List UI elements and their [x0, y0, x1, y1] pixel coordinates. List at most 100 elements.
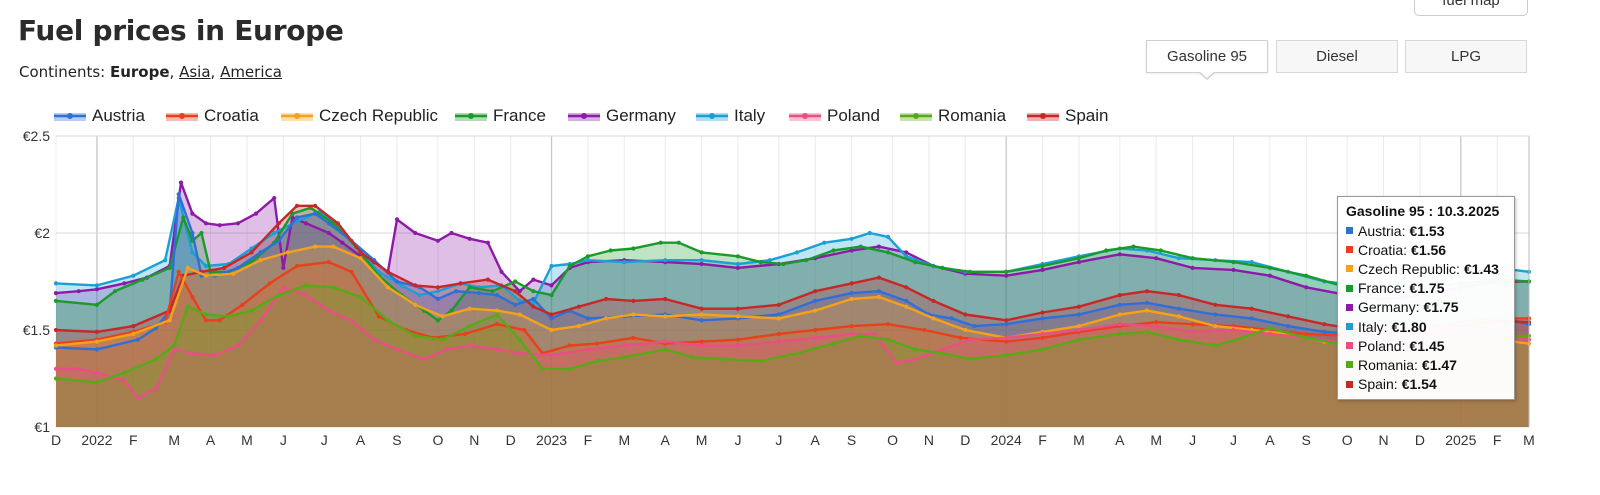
point-czech-republic — [699, 312, 704, 317]
point-germany — [122, 281, 127, 286]
x-tick-label: J — [775, 432, 782, 448]
point-poland — [372, 337, 377, 342]
point-poland — [849, 331, 854, 336]
point-austria — [531, 296, 536, 302]
legend-item-france[interactable]: France — [455, 106, 546, 125]
point-france — [585, 254, 591, 259]
point-czech-republic — [440, 314, 445, 319]
point-germany — [1231, 267, 1236, 272]
point-germany — [303, 221, 309, 226]
point-poland — [813, 335, 818, 340]
point-poland — [303, 293, 309, 298]
point-romania — [1117, 331, 1122, 336]
point-poland — [349, 318, 354, 323]
point-poland — [872, 331, 877, 336]
x-tick-label: J — [734, 432, 741, 448]
legend-item-czech-republic[interactable]: Czech Republic — [281, 106, 439, 125]
legend-item-germany[interactable]: Germany — [568, 106, 676, 125]
x-tick-label: D — [1415, 432, 1425, 448]
point-poland — [622, 343, 627, 348]
area-germany — [56, 182, 1529, 427]
legend-item-croatia[interactable]: Croatia — [166, 106, 259, 125]
point-romania — [794, 351, 800, 356]
point-france — [513, 279, 518, 284]
area-italy — [56, 198, 1529, 427]
x-tick-label: 2024 — [991, 432, 1022, 448]
point-spain — [1322, 322, 1327, 327]
fuel-map-button[interactable]: fuel map — [1414, 0, 1528, 16]
point-poland — [394, 347, 400, 352]
tab-gasoline-95[interactable]: Gasoline 95 — [1146, 40, 1268, 73]
point-croatia — [463, 331, 468, 336]
x-tick-label: O — [432, 432, 443, 448]
point-germany — [517, 289, 522, 294]
point-croatia — [326, 260, 331, 265]
tooltip-swatch — [1346, 227, 1353, 235]
point-romania — [440, 337, 445, 342]
point-spain — [1285, 314, 1291, 319]
point-italy — [794, 250, 800, 255]
legend-item-italy[interactable]: Italy — [696, 106, 766, 125]
point-italy — [417, 293, 422, 298]
tooltip-value: €1.56 — [1411, 241, 1447, 258]
point-spain — [249, 250, 254, 255]
point-germany — [217, 223, 222, 228]
point-croatia — [849, 324, 854, 329]
point-austria — [1213, 312, 1218, 317]
page-title: Fuel prices in Europe — [18, 14, 344, 47]
tab-lpg[interactable]: LPG — [1405, 40, 1527, 73]
point-spain — [222, 265, 227, 270]
legend-label: Poland — [827, 106, 880, 125]
point-germany — [1190, 265, 1195, 270]
tooltip-swatch — [1346, 380, 1353, 388]
point-czech-republic — [604, 316, 609, 321]
y-tick-label: €1.5 — [23, 322, 50, 338]
tab-diesel[interactable]: Diesel — [1276, 40, 1398, 73]
legend-label: Romania — [938, 106, 1007, 125]
point-croatia — [735, 337, 741, 342]
point-poland — [135, 395, 140, 400]
point-romania — [690, 355, 695, 360]
legend-item-romania[interactable]: Romania — [900, 106, 1007, 125]
point-spain — [358, 250, 363, 255]
tooltip-value: €1.43 — [1463, 260, 1499, 277]
x-tick-label: M — [168, 432, 180, 448]
point-italy — [190, 250, 195, 255]
point-romania — [594, 358, 600, 364]
continent-selector: Continents: Europe, Asia, America — [19, 63, 282, 81]
point-spain — [876, 275, 882, 280]
point-france — [608, 248, 613, 253]
point-poland — [281, 285, 286, 290]
point-spain — [335, 221, 340, 226]
x-tick-label: J — [321, 432, 328, 448]
point-spain — [513, 289, 518, 294]
legend-item-poland[interactable]: Poland — [789, 106, 880, 125]
point-romania — [758, 358, 763, 364]
legend-item-austria[interactable]: Austria — [54, 106, 145, 125]
point-germany — [467, 236, 472, 241]
point-france — [676, 240, 681, 245]
point-spain — [604, 296, 609, 302]
area-france — [56, 207, 1529, 427]
point-romania — [185, 304, 190, 309]
legend-marker — [802, 113, 808, 119]
point-austria — [549, 316, 554, 321]
point-poland — [1004, 335, 1009, 340]
continent-link-america[interactable]: America — [220, 63, 282, 81]
point-italy — [435, 289, 440, 294]
point-germany — [499, 269, 504, 274]
legend-marker — [581, 113, 587, 119]
point-romania — [1145, 329, 1150, 334]
legend-item-spain[interactable]: Spain — [1027, 106, 1108, 125]
point-italy — [1249, 260, 1254, 265]
point-austria — [394, 279, 400, 284]
continent-link-asia[interactable]: Asia — [179, 63, 211, 81]
line-czech-republic — [55, 245, 1530, 349]
point-romania — [622, 355, 627, 360]
point-spain — [531, 304, 536, 309]
point-spain — [1176, 293, 1181, 298]
point-czech-republic — [876, 294, 882, 300]
area-poland — [56, 287, 1529, 427]
point-austria — [190, 230, 195, 236]
